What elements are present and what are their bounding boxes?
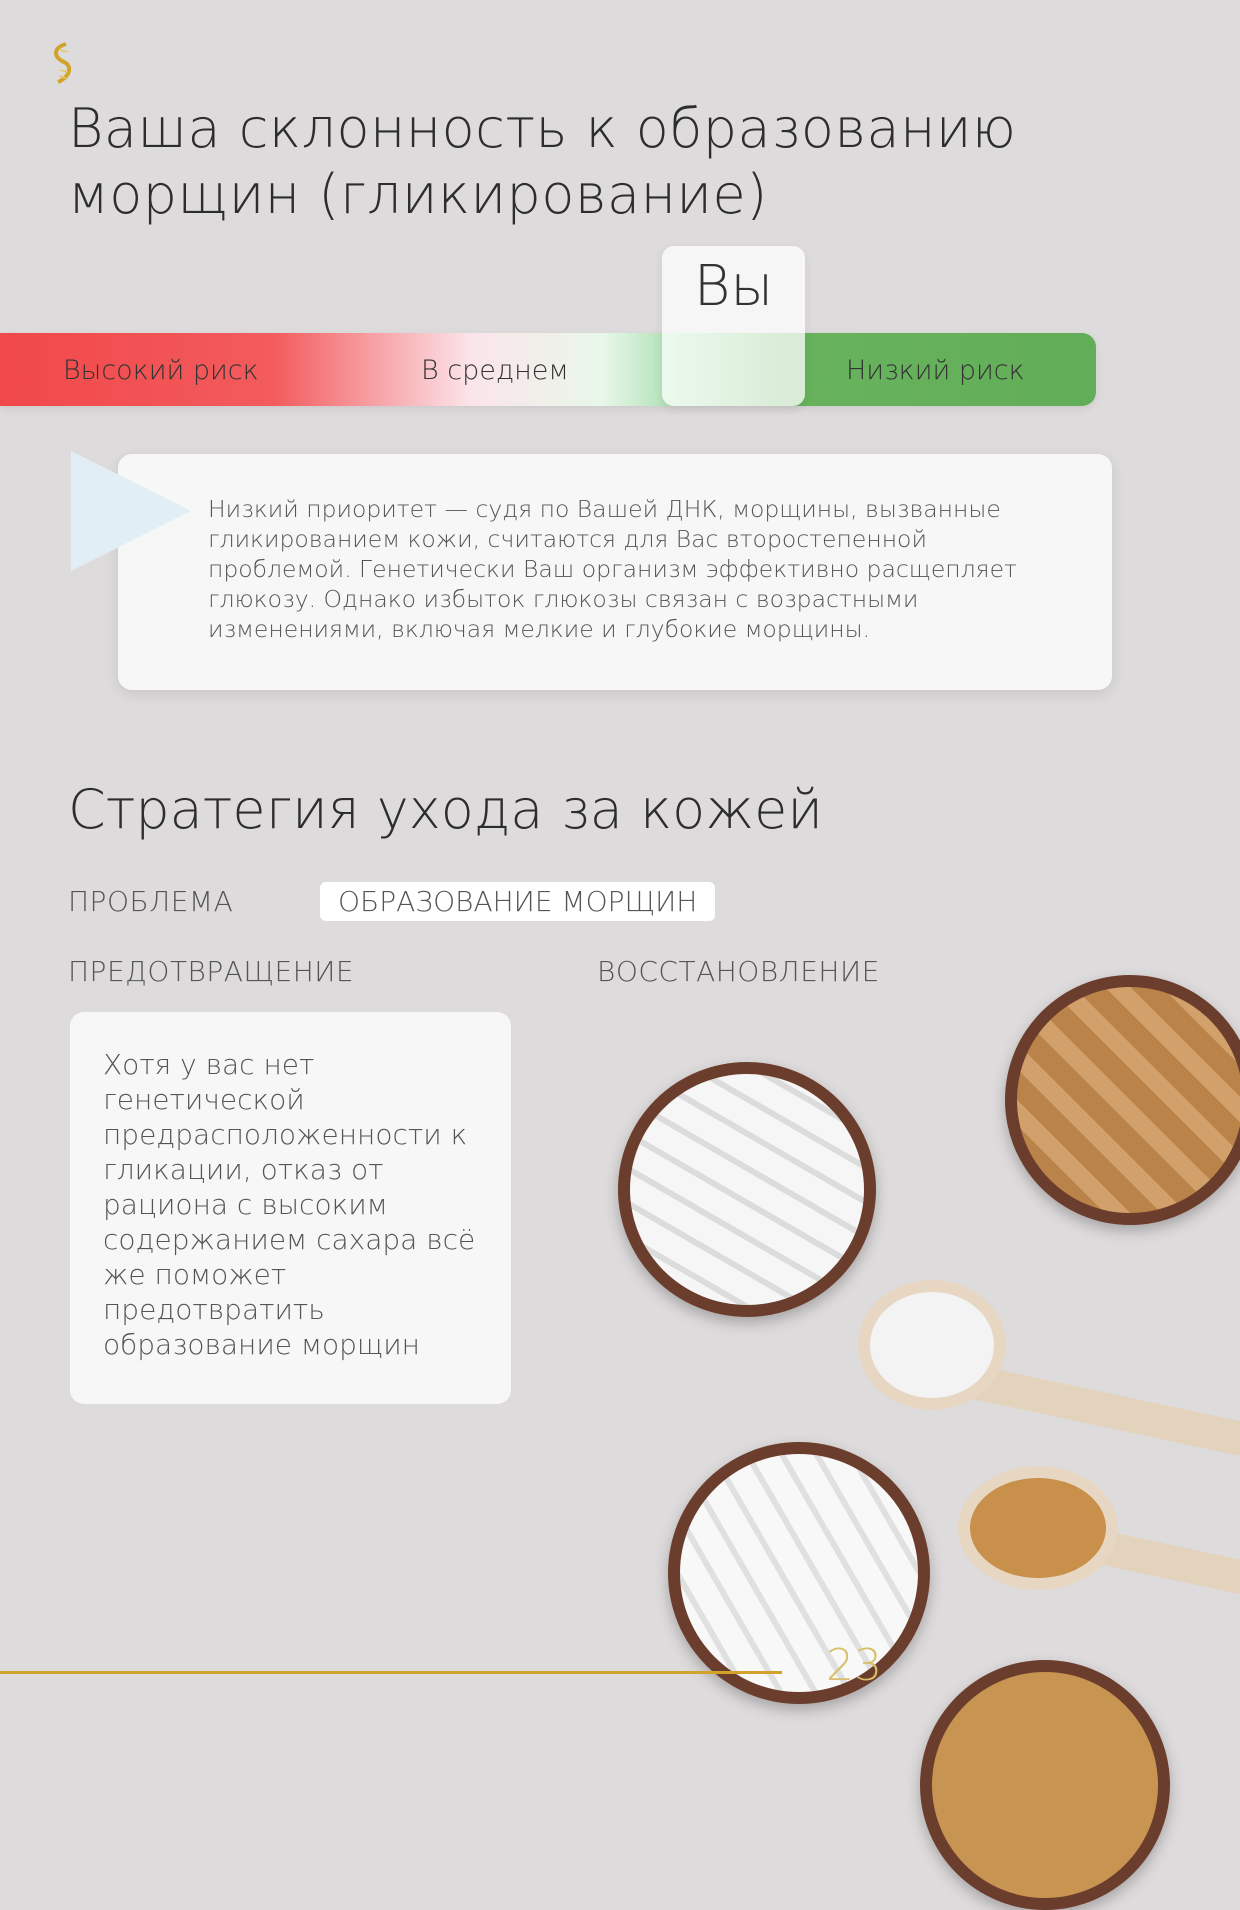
footer-rule <box>0 1671 782 1674</box>
prevention-text: Хотя у вас нет генетической предрасполож… <box>103 1048 476 1361</box>
strategy-heading: Стратегия ухода за кожей <box>68 778 823 841</box>
brown-sugar-spoon <box>958 1466 1118 1590</box>
page-title: Ваша склонность к образованию морщин (гл… <box>68 97 1017 226</box>
you-marker-label: Вы <box>693 254 774 319</box>
white-sugar-bowl <box>618 1062 876 1317</box>
prevention-label: ПРЕДОТВРАЩЕНИЕ <box>68 955 355 988</box>
risk-scale-bar: Высокий риск В среднем Низкий риск <box>0 333 1096 406</box>
granulated-sugar-bowl <box>920 1660 1170 1910</box>
recovery-label: ВОССТАНОВЛЕНИЕ <box>597 955 880 988</box>
risk-label-high: Высокий риск <box>63 355 259 386</box>
white-sugar-spoon <box>858 1280 1006 1410</box>
problem-tag: ОБРАЗОВАНИЕ МОРЩИН <box>320 882 716 921</box>
risk-label-low: Низкий риск <box>846 355 1025 386</box>
page-number: 23 <box>826 1640 882 1691</box>
dna-logo-icon <box>54 42 72 84</box>
sugar-cubes-bowl <box>668 1442 930 1704</box>
problem-label: ПРОБЛЕМА <box>68 885 234 918</box>
spoon-handle <box>956 1362 1240 1459</box>
play-triangle-icon <box>71 451 191 571</box>
risk-label-average: В среднем <box>421 355 569 386</box>
you-marker: Вы <box>662 246 805 406</box>
result-note-card: Низкий приоритет — судя по Вашей ДНК, мо… <box>118 454 1112 690</box>
brown-sugar-bowl <box>1005 975 1240 1225</box>
prevention-card: Хотя у вас нет генетической предрасполож… <box>70 1012 511 1404</box>
result-note-text: Низкий приоритет — судя по Вашей ДНК, мо… <box>208 495 1017 643</box>
